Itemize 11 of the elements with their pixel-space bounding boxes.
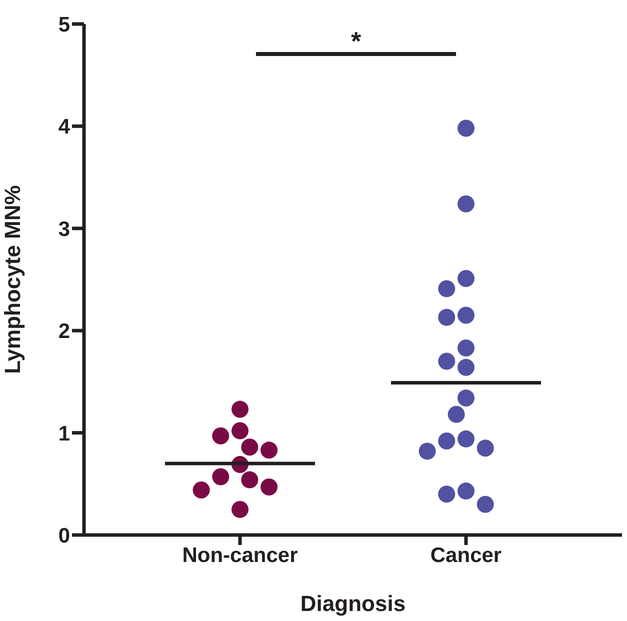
annotation: * xyxy=(350,26,362,56)
y-tick-label: 0 xyxy=(58,524,70,548)
y-tick-label: 4 xyxy=(58,116,70,139)
x-axis-title: Diagnosis xyxy=(300,591,406,616)
y-tick-label: 1 xyxy=(58,422,70,446)
x-tick-label: Non-cancer xyxy=(182,544,298,567)
y-axis-title: Lymphocyte MN% xyxy=(0,185,25,374)
y-tick-label: 3 xyxy=(58,218,70,241)
y-tick-label: 2 xyxy=(58,320,70,344)
x-tick-label: Cancer xyxy=(430,544,502,567)
y-tick-label: 5 xyxy=(58,13,70,36)
